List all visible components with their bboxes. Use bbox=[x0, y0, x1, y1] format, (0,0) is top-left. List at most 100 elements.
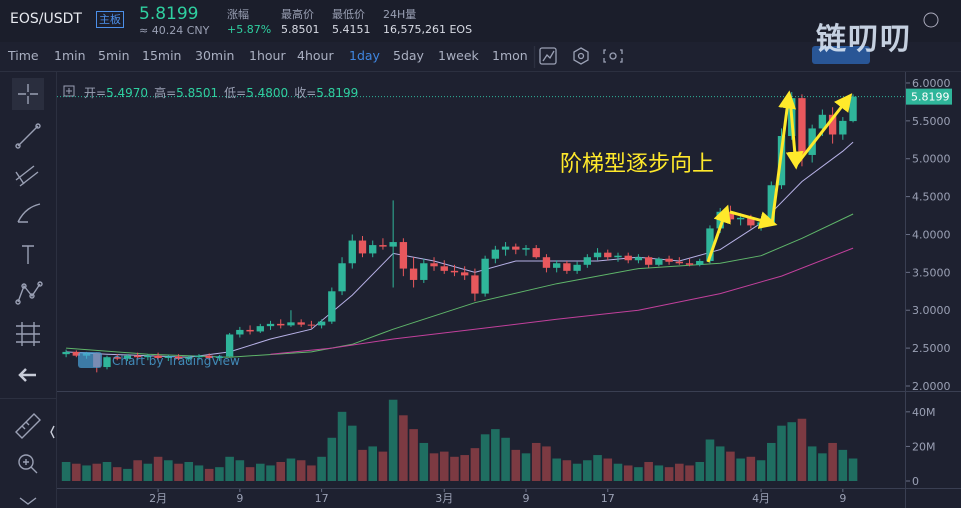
volume-bar bbox=[153, 456, 163, 481]
interval-button: Time bbox=[8, 48, 39, 63]
candle-body bbox=[348, 240, 356, 264]
legend-label: 开= bbox=[84, 86, 107, 100]
interval-button[interactable]: 1day bbox=[349, 48, 380, 63]
x-tick-label: 17 bbox=[315, 492, 329, 505]
toolbar-bg bbox=[0, 42, 961, 71]
candle-body bbox=[655, 258, 663, 265]
volume-bar bbox=[388, 399, 398, 481]
volume-bar bbox=[623, 465, 633, 481]
interval-button[interactable]: 30min bbox=[195, 48, 235, 63]
candle-body bbox=[461, 272, 469, 276]
interval-button[interactable]: 1week bbox=[438, 48, 479, 63]
candle-body bbox=[522, 248, 530, 250]
volume-bar bbox=[838, 449, 848, 481]
interval-button[interactable]: 4hour bbox=[297, 48, 334, 63]
legend-toggle bbox=[66, 88, 72, 94]
x-tick-label: 9 bbox=[236, 492, 243, 505]
volume-bar bbox=[194, 465, 204, 481]
annotation-arrow bbox=[770, 90, 797, 225]
candle-body bbox=[266, 323, 275, 327]
x-tick-label: 9 bbox=[523, 492, 530, 505]
candle-body bbox=[389, 242, 397, 247]
moving-average bbox=[270, 247, 854, 355]
volume-bar bbox=[491, 429, 500, 481]
interval-button[interactable]: 1hour bbox=[249, 48, 286, 63]
volume-bar bbox=[327, 437, 337, 481]
candle-body bbox=[246, 329, 254, 332]
x-tick-label: 4月 bbox=[752, 492, 770, 505]
volume-bar bbox=[399, 415, 408, 481]
header-bg bbox=[0, 0, 961, 42]
interval-button[interactable]: 15min bbox=[142, 48, 182, 63]
candle-body bbox=[185, 357, 193, 359]
volume-bar bbox=[572, 463, 582, 481]
last-price-label: 5.8199 bbox=[911, 91, 950, 104]
volume-bar bbox=[255, 463, 265, 481]
candle-body bbox=[297, 322, 305, 325]
candle-body bbox=[215, 356, 224, 358]
interval-button[interactable]: 1mon bbox=[492, 48, 528, 63]
legend-value: 5.4800 bbox=[246, 86, 289, 100]
volume-tick-label: 40M bbox=[912, 406, 936, 419]
candle-body bbox=[358, 240, 367, 254]
volume-bar bbox=[583, 460, 592, 481]
volume-bar bbox=[429, 453, 439, 481]
interval-button[interactable]: 5day bbox=[393, 48, 424, 63]
candle-body bbox=[133, 355, 142, 358]
candle-body bbox=[450, 270, 459, 273]
candle-body bbox=[563, 263, 571, 271]
volume-bar bbox=[215, 467, 224, 481]
moving-average bbox=[66, 213, 854, 358]
toolbar-icons[interactable] bbox=[533, 46, 623, 68]
volume-bar bbox=[715, 446, 725, 481]
candle-body bbox=[154, 355, 162, 358]
stat-label: 涨幅 bbox=[227, 8, 249, 21]
candle-body bbox=[818, 114, 827, 129]
y-tick-label: 3.0000 bbox=[912, 304, 951, 317]
candle-body bbox=[225, 334, 234, 357]
candle-body bbox=[532, 248, 540, 258]
volume-bar bbox=[286, 458, 296, 481]
stat-label: 最高价 bbox=[281, 8, 314, 21]
stat-value: +5.87% bbox=[227, 23, 272, 36]
legend-label: 高= bbox=[154, 86, 177, 100]
candle-body bbox=[307, 324, 316, 326]
candle-body bbox=[634, 257, 643, 261]
candle-body bbox=[747, 217, 755, 226]
interval-button[interactable]: 5min bbox=[98, 48, 130, 63]
volume-bar bbox=[828, 442, 837, 481]
volume-bar bbox=[634, 467, 643, 481]
volume-bar bbox=[521, 453, 531, 481]
watermark: 链叨叨 bbox=[816, 22, 912, 57]
candle-body bbox=[614, 255, 622, 258]
volume-bar bbox=[174, 463, 183, 481]
credit-logo bbox=[78, 352, 102, 368]
candle-body bbox=[256, 326, 264, 332]
candle-body bbox=[644, 257, 653, 265]
toolbar-icons[interactable] bbox=[12, 78, 55, 505]
volume-bar bbox=[419, 442, 429, 481]
candle-body bbox=[665, 258, 673, 262]
volume-bar bbox=[542, 446, 551, 481]
volume-bar bbox=[664, 467, 674, 481]
volume-bar bbox=[204, 468, 214, 481]
y-tick-label: 2.0000 bbox=[912, 380, 951, 393]
candle-body bbox=[440, 266, 448, 271]
y-tick-label: 5.5000 bbox=[912, 115, 951, 128]
volume-bar bbox=[460, 455, 469, 481]
legend-toggle[interactable] bbox=[63, 85, 75, 97]
candle-body bbox=[491, 249, 500, 259]
symbol: EOS/USDT bbox=[10, 11, 82, 27]
volume-bar bbox=[675, 463, 684, 481]
last-price: 5.8199 bbox=[139, 4, 199, 24]
volume-bar bbox=[112, 467, 122, 481]
volume-bar bbox=[613, 463, 623, 481]
candle-body bbox=[583, 257, 592, 265]
x-tick-label: 17 bbox=[601, 492, 615, 505]
volume-bar bbox=[593, 455, 602, 481]
volume-tick-label: 0 bbox=[912, 475, 919, 488]
interval-button[interactable]: 1min bbox=[54, 48, 86, 63]
volume-bar bbox=[470, 448, 480, 481]
volume-bar bbox=[368, 446, 378, 481]
